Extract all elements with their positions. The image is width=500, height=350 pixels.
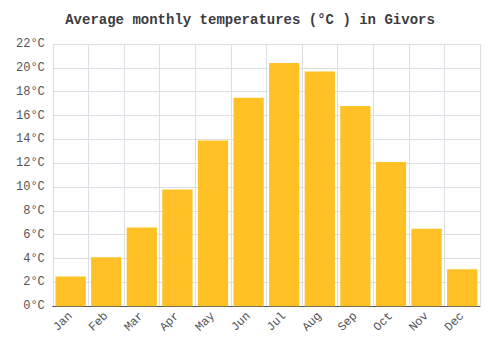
svg-text:22°C: 22°C	[16, 37, 45, 51]
svg-text:Aug: Aug	[300, 309, 325, 334]
svg-text:8°C: 8°C	[23, 204, 45, 218]
svg-text:Apr: Apr	[157, 309, 182, 334]
svg-text:Oct: Oct	[371, 309, 396, 334]
svg-text:Jun: Jun	[228, 309, 253, 334]
svg-text:6°C: 6°C	[23, 228, 45, 242]
svg-text:2°C: 2°C	[23, 275, 45, 289]
svg-text:Mar: Mar	[122, 309, 147, 334]
svg-text:18°C: 18°C	[16, 85, 45, 99]
svg-text:Dec: Dec	[442, 309, 467, 334]
svg-text:16°C: 16°C	[16, 109, 45, 123]
svg-text:Jul: Jul	[264, 309, 289, 334]
svg-text:10°C: 10°C	[16, 180, 45, 194]
svg-text:12°C: 12°C	[16, 156, 45, 170]
svg-text:4°C: 4°C	[23, 252, 45, 266]
svg-text:Average monthly temperatures (: Average monthly temperatures (°C ) in Gi…	[65, 12, 435, 28]
svg-text:Jan: Jan	[50, 309, 75, 334]
svg-text:Nov: Nov	[406, 309, 431, 334]
svg-text:May: May	[193, 309, 218, 334]
svg-text:20°C: 20°C	[16, 61, 45, 75]
svg-text:Feb: Feb	[86, 309, 111, 334]
svg-text:14°C: 14°C	[16, 132, 45, 146]
svg-text:Sep: Sep	[335, 309, 360, 334]
svg-text:0°C: 0°C	[23, 299, 45, 313]
